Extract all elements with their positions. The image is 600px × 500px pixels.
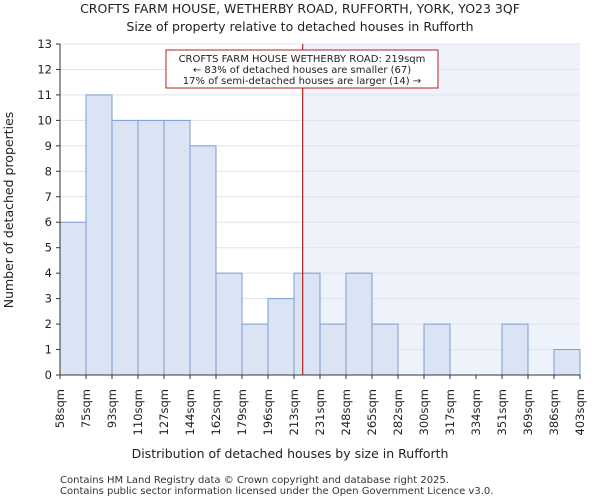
x-tick-label: 403sqm [573,389,587,435]
x-tick-label: 127sqm [157,389,171,435]
bar [423,323,451,376]
footer-line-2: Contains public sector information licen… [60,486,493,497]
x-tick-label: 58sqm [53,389,67,428]
x-tick-label: 317sqm [443,389,457,435]
bar [85,94,113,376]
y-tick-label: 10 [37,113,52,127]
x-tick-label: 282sqm [391,389,405,435]
x-tick-label: 93sqm [105,389,119,428]
bar [501,323,529,376]
x-tick-label: 144sqm [183,389,197,435]
x-tick-label: 213sqm [287,389,301,435]
x-tick-label: 300sqm [417,389,431,435]
x-tick-label: 179sqm [235,389,249,435]
x-tick-label: 231sqm [313,389,327,435]
y-tick-label: 6 [45,215,52,229]
y-tick-label: 5 [45,241,52,255]
y-tick-label: 3 [45,292,52,306]
bar [163,119,191,376]
bar [189,145,217,376]
y-tick-label: 1 [45,343,52,357]
y-tick-label: 12 [37,62,52,76]
y-tick-label: 2 [45,317,52,331]
annotation-line-1: CROFTS FARM HOUSE WETHERBY ROAD: 219sqm [179,54,426,65]
y-tick-label: 9 [45,139,52,153]
footer-line-1: Contains HM Land Registry data © Crown c… [60,475,449,486]
bar [137,119,165,376]
bar-layer [59,94,581,376]
annotation-line-2: ← 83% of detached houses are smaller (67… [193,65,411,76]
x-tick-label: 369sqm [521,389,535,435]
y-tick-label: 7 [45,190,52,204]
x-axis-label: Distribution of detached houses by size … [132,446,449,461]
x-tick-label: 75sqm [79,389,93,428]
annotation-frame [165,49,439,89]
x-tick-label: 196sqm [261,389,275,435]
x-tick-label: 265sqm [365,389,379,435]
chart-subtitle: Size of property relative to detached ho… [126,19,473,34]
bar [215,272,243,376]
x-tick-label: 386sqm [547,389,561,435]
x-tick-label: 248sqm [339,389,353,435]
bar [59,221,87,376]
bar [345,272,373,376]
chart-title: CROFTS FARM HOUSE, WETHERBY ROAD, RUFFOR… [80,1,520,16]
bar [267,298,295,376]
annotation-box: CROFTS FARM HOUSE WETHERBY ROAD: 219sqm … [165,49,439,89]
x-tick-label: 334sqm [469,389,483,435]
y-tick-label: 11 [37,88,52,102]
y-tick-label: 8 [45,164,52,178]
x-tick-label: 110sqm [131,389,145,435]
y-tick-label: 0 [45,368,52,382]
bar [293,272,321,376]
bar [111,119,139,376]
x-tick-label: 351sqm [495,389,509,435]
y-tick-label: 4 [45,266,52,280]
annotation-line-3: 17% of semi-detached houses are larger (… [183,76,421,87]
y-axis-label: Number of detached properties [1,112,16,309]
x-tick-label: 162sqm [209,389,223,435]
bar [553,349,581,376]
bar [241,323,269,376]
bar [371,323,399,376]
y-tick-label: 13 [37,37,52,51]
bar [319,323,347,376]
